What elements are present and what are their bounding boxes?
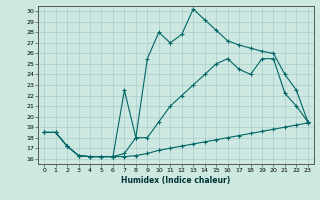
- X-axis label: Humidex (Indice chaleur): Humidex (Indice chaleur): [121, 176, 231, 185]
